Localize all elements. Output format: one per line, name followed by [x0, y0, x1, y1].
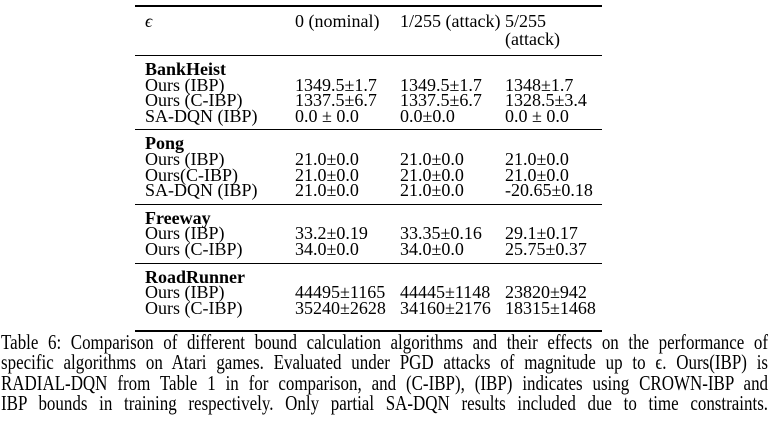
table-row: Ours (C-IBP) 34.0±0.0 34.0±0.0 25.75±0.3… — [135, 238, 602, 263]
section-bankheist: BankHeist Ours (IBP) 1349.5±1.7 1349.5±1… — [135, 56, 602, 130]
cell-value: 34160±2176 — [400, 297, 491, 318]
game-title-row: RoadRunner — [135, 263, 602, 285]
caption-line: IBP bounds in training respectively. Onl… — [1, 391, 769, 416]
game-title: RoadRunner — [145, 266, 246, 287]
row-label: Ours (C-IBP) — [145, 238, 243, 259]
table-row: SA-DQN (IBP) 0.0 ± 0.0 0.0±0.0 0.0 ± 0.0 — [135, 105, 602, 130]
cell-value: 1348±1.7 — [505, 74, 574, 95]
cell-value: 21.0±0.0 — [400, 164, 464, 185]
row-label: SA-DQN (IBP) — [145, 105, 258, 126]
caption-line: Table 6: Comparison of different bound c… — [1, 330, 769, 354]
cell-value: 34.0±0.0 — [295, 238, 359, 259]
game-title-row: Freeway — [135, 204, 602, 228]
results-table: ϵ 0 (nominal) 1/255 (attack) 5/255 (atta… — [135, 5, 602, 332]
row-label: SA-DQN (IBP) — [145, 180, 258, 201]
cell-value: 34.0±0.0 — [400, 238, 464, 259]
cell-value: 1349.5±1.7 — [400, 74, 482, 95]
table-row: SA-DQN (IBP) 21.0±0.0 21.0±0.0 -20.65±0.… — [135, 180, 602, 204]
cell-value: 29.1±0.17 — [505, 223, 578, 244]
cell-value: 33.2±0.19 — [295, 223, 368, 244]
table-row: Ours (C-IBP) 35240±2628 34160±2176 18315… — [135, 297, 602, 332]
cell-value: 0.0 ± 0.0 — [505, 105, 569, 126]
row-label: Ours (IBP) — [145, 148, 225, 169]
caption-line: RADIAL-DQN from Table 1 in for compariso… — [1, 370, 769, 395]
cell-value: 21.0±0.0 — [295, 164, 359, 185]
cell-value: 33.35±0.16 — [400, 223, 482, 244]
caption-line: specific algorithms on Atari games. Eval… — [1, 350, 769, 375]
row-label: Ours (IBP) — [145, 74, 225, 95]
cell-value: 21.0±0.0 — [400, 180, 464, 201]
cell-value: 0.0±0.0 — [400, 105, 455, 126]
table-row: Ours (IBP) 44495±1165 44445±1148 23820±9… — [135, 282, 602, 303]
cell-value: 1337.5±6.7 — [400, 90, 482, 111]
row-label: Ours (IBP) — [145, 223, 225, 244]
row-label: Ours(C-IBP) — [145, 164, 238, 185]
section-freeway: Freeway Ours (IBP) 33.2±0.19 33.35±0.16 … — [135, 204, 602, 264]
cell-value: 18315±1468 — [505, 297, 596, 318]
cell-value: 21.0±0.0 — [505, 164, 569, 185]
cell-value: 23820±942 — [505, 282, 587, 303]
header-epsilon: ϵ — [135, 5, 295, 56]
row-label: Ours (C-IBP) — [145, 297, 243, 318]
row-label: Ours (C-IBP) — [145, 90, 243, 111]
game-title: Freeway — [145, 207, 211, 228]
cell-value: 21.0±0.0 — [295, 180, 359, 201]
cell-value: 21.0±0.0 — [400, 148, 464, 169]
cell-value: 1328.5±3.4 — [505, 90, 587, 111]
game-title-row: BankHeist — [135, 56, 602, 78]
cell-value: 21.0±0.0 — [295, 148, 359, 169]
table-row: Ours (IBP) 21.0±0.0 21.0±0.0 21.0±0.0 — [135, 148, 602, 169]
header-col-attack-1-255: 1/255 (attack) — [400, 5, 505, 56]
cell-value: 21.0±0.0 — [505, 148, 569, 169]
header-col-attack-5-255: 5/255 (attack) — [505, 5, 602, 56]
table-row: Ours (C-IBP) 1337.5±6.7 1337.5±6.7 1328.… — [135, 90, 602, 111]
cell-value: 0.0 ± 0.0 — [295, 105, 359, 126]
game-title: BankHeist — [145, 59, 227, 79]
game-title: Pong — [145, 133, 185, 154]
cell-value: -20.65±0.18 — [505, 180, 593, 201]
table-caption: Table 6: Comparison of different bound c… — [1, 330, 769, 416]
section-roadrunner: RoadRunner Ours (IBP) 44495±1165 44445±1… — [135, 263, 602, 332]
cell-value: 35240±2628 — [295, 297, 386, 318]
row-label: Ours (IBP) — [145, 282, 225, 303]
cell-value: 25.75±0.37 — [505, 238, 587, 259]
cell-value: 1349.5±1.7 — [295, 74, 377, 95]
table-row: Ours (IBP) 1349.5±1.7 1349.5±1.7 1348±1.… — [135, 74, 602, 95]
table-row: Ours (IBP) 33.2±0.19 33.35±0.16 29.1±0.1… — [135, 223, 602, 244]
table-header-row: ϵ 0 (nominal) 1/255 (attack) 5/255 (atta… — [135, 5, 602, 56]
cell-value: 44495±1165 — [295, 282, 386, 303]
header-col-nominal: 0 (nominal) — [295, 5, 400, 56]
cell-value: 1337.5±6.7 — [295, 90, 377, 111]
game-title-row: Pong — [135, 130, 602, 152]
section-pong: Pong Ours (IBP) 21.0±0.0 21.0±0.0 21.0±0… — [135, 130, 602, 205]
table-row: Ours(C-IBP) 21.0±0.0 21.0±0.0 21.0±0.0 — [135, 164, 602, 185]
cell-value: 44445±1148 — [400, 282, 491, 303]
